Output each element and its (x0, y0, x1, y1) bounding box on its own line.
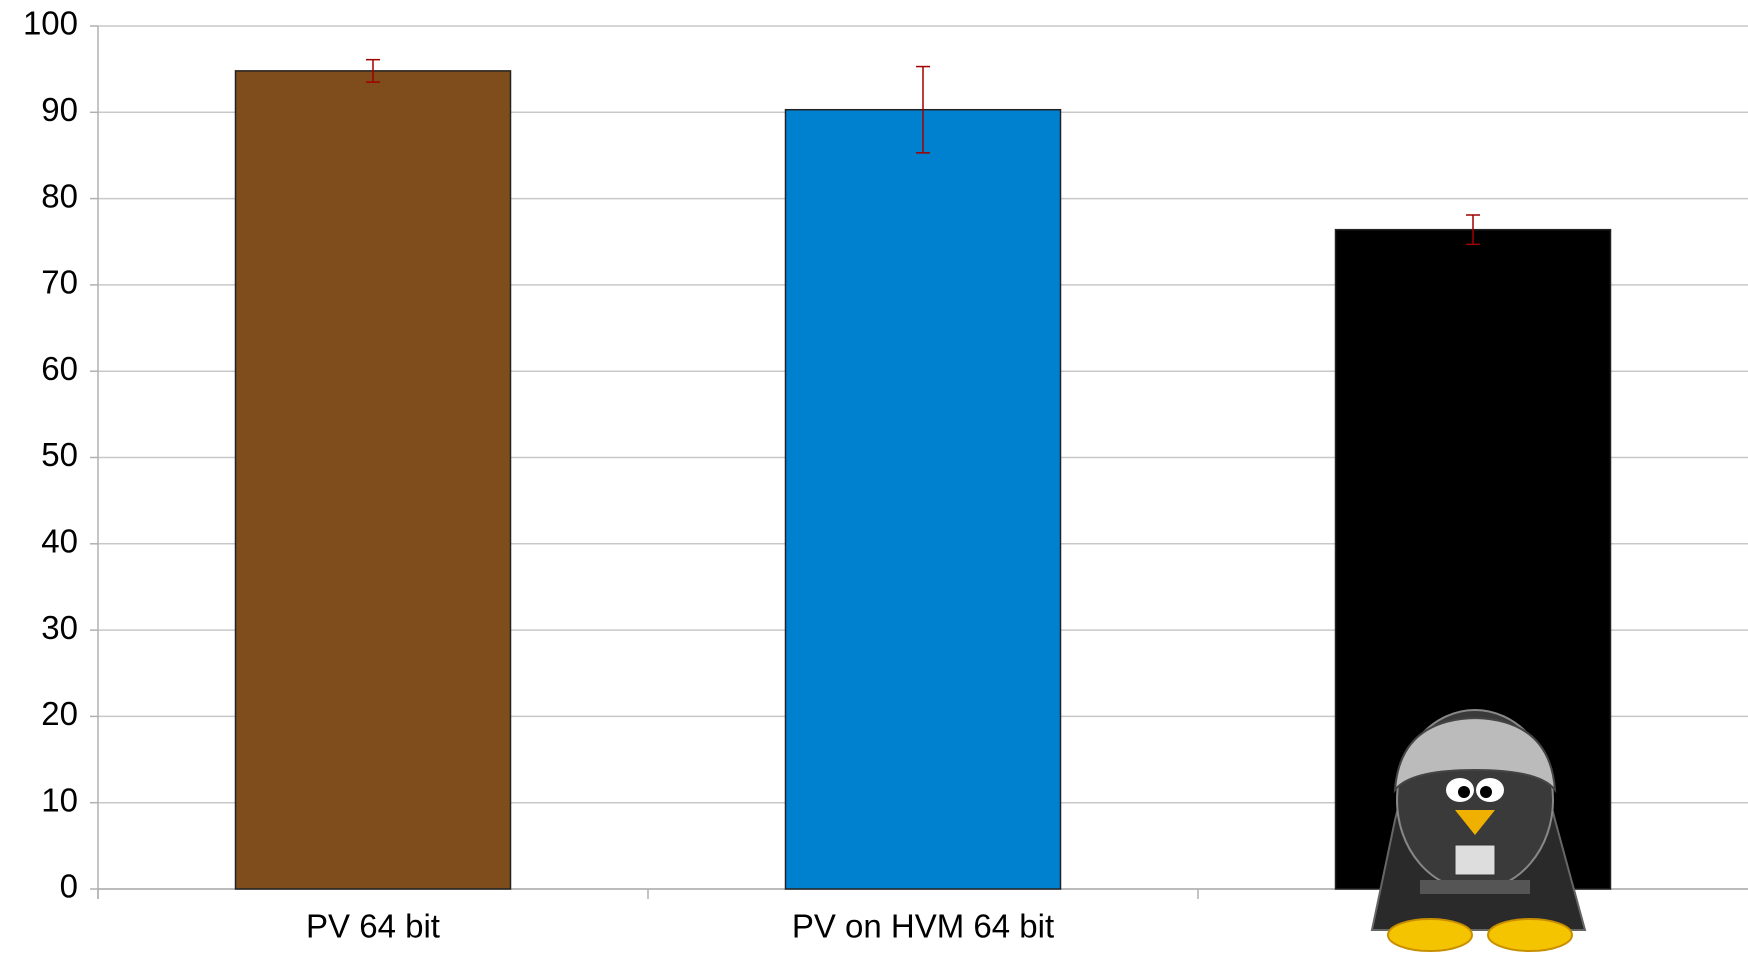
y-tick-label: 80 (41, 177, 78, 214)
bar (236, 71, 511, 889)
y-tick-label: 100 (23, 5, 78, 42)
y-tick-label: 20 (41, 695, 78, 732)
y-tick-label: 30 (41, 609, 78, 646)
y-tick-label: 50 (41, 436, 78, 473)
x-tick-label: PV 64 bit (306, 908, 440, 945)
y-tick-label: 40 (41, 523, 78, 560)
y-tick-label: 10 (41, 781, 78, 818)
y-tick-label: 0 (60, 868, 78, 905)
y-tick-label: 70 (41, 264, 78, 301)
chart: 0 10 20 30 40 50 60 70 80 90 100 PV 64 bit PV on HVM… (0, 0, 1748, 964)
y-tick-label: 60 (41, 350, 78, 387)
bar (786, 110, 1061, 889)
y-tick-label: 90 (41, 91, 78, 128)
x-tick-label: PV on HVM 64 bit (792, 908, 1054, 945)
